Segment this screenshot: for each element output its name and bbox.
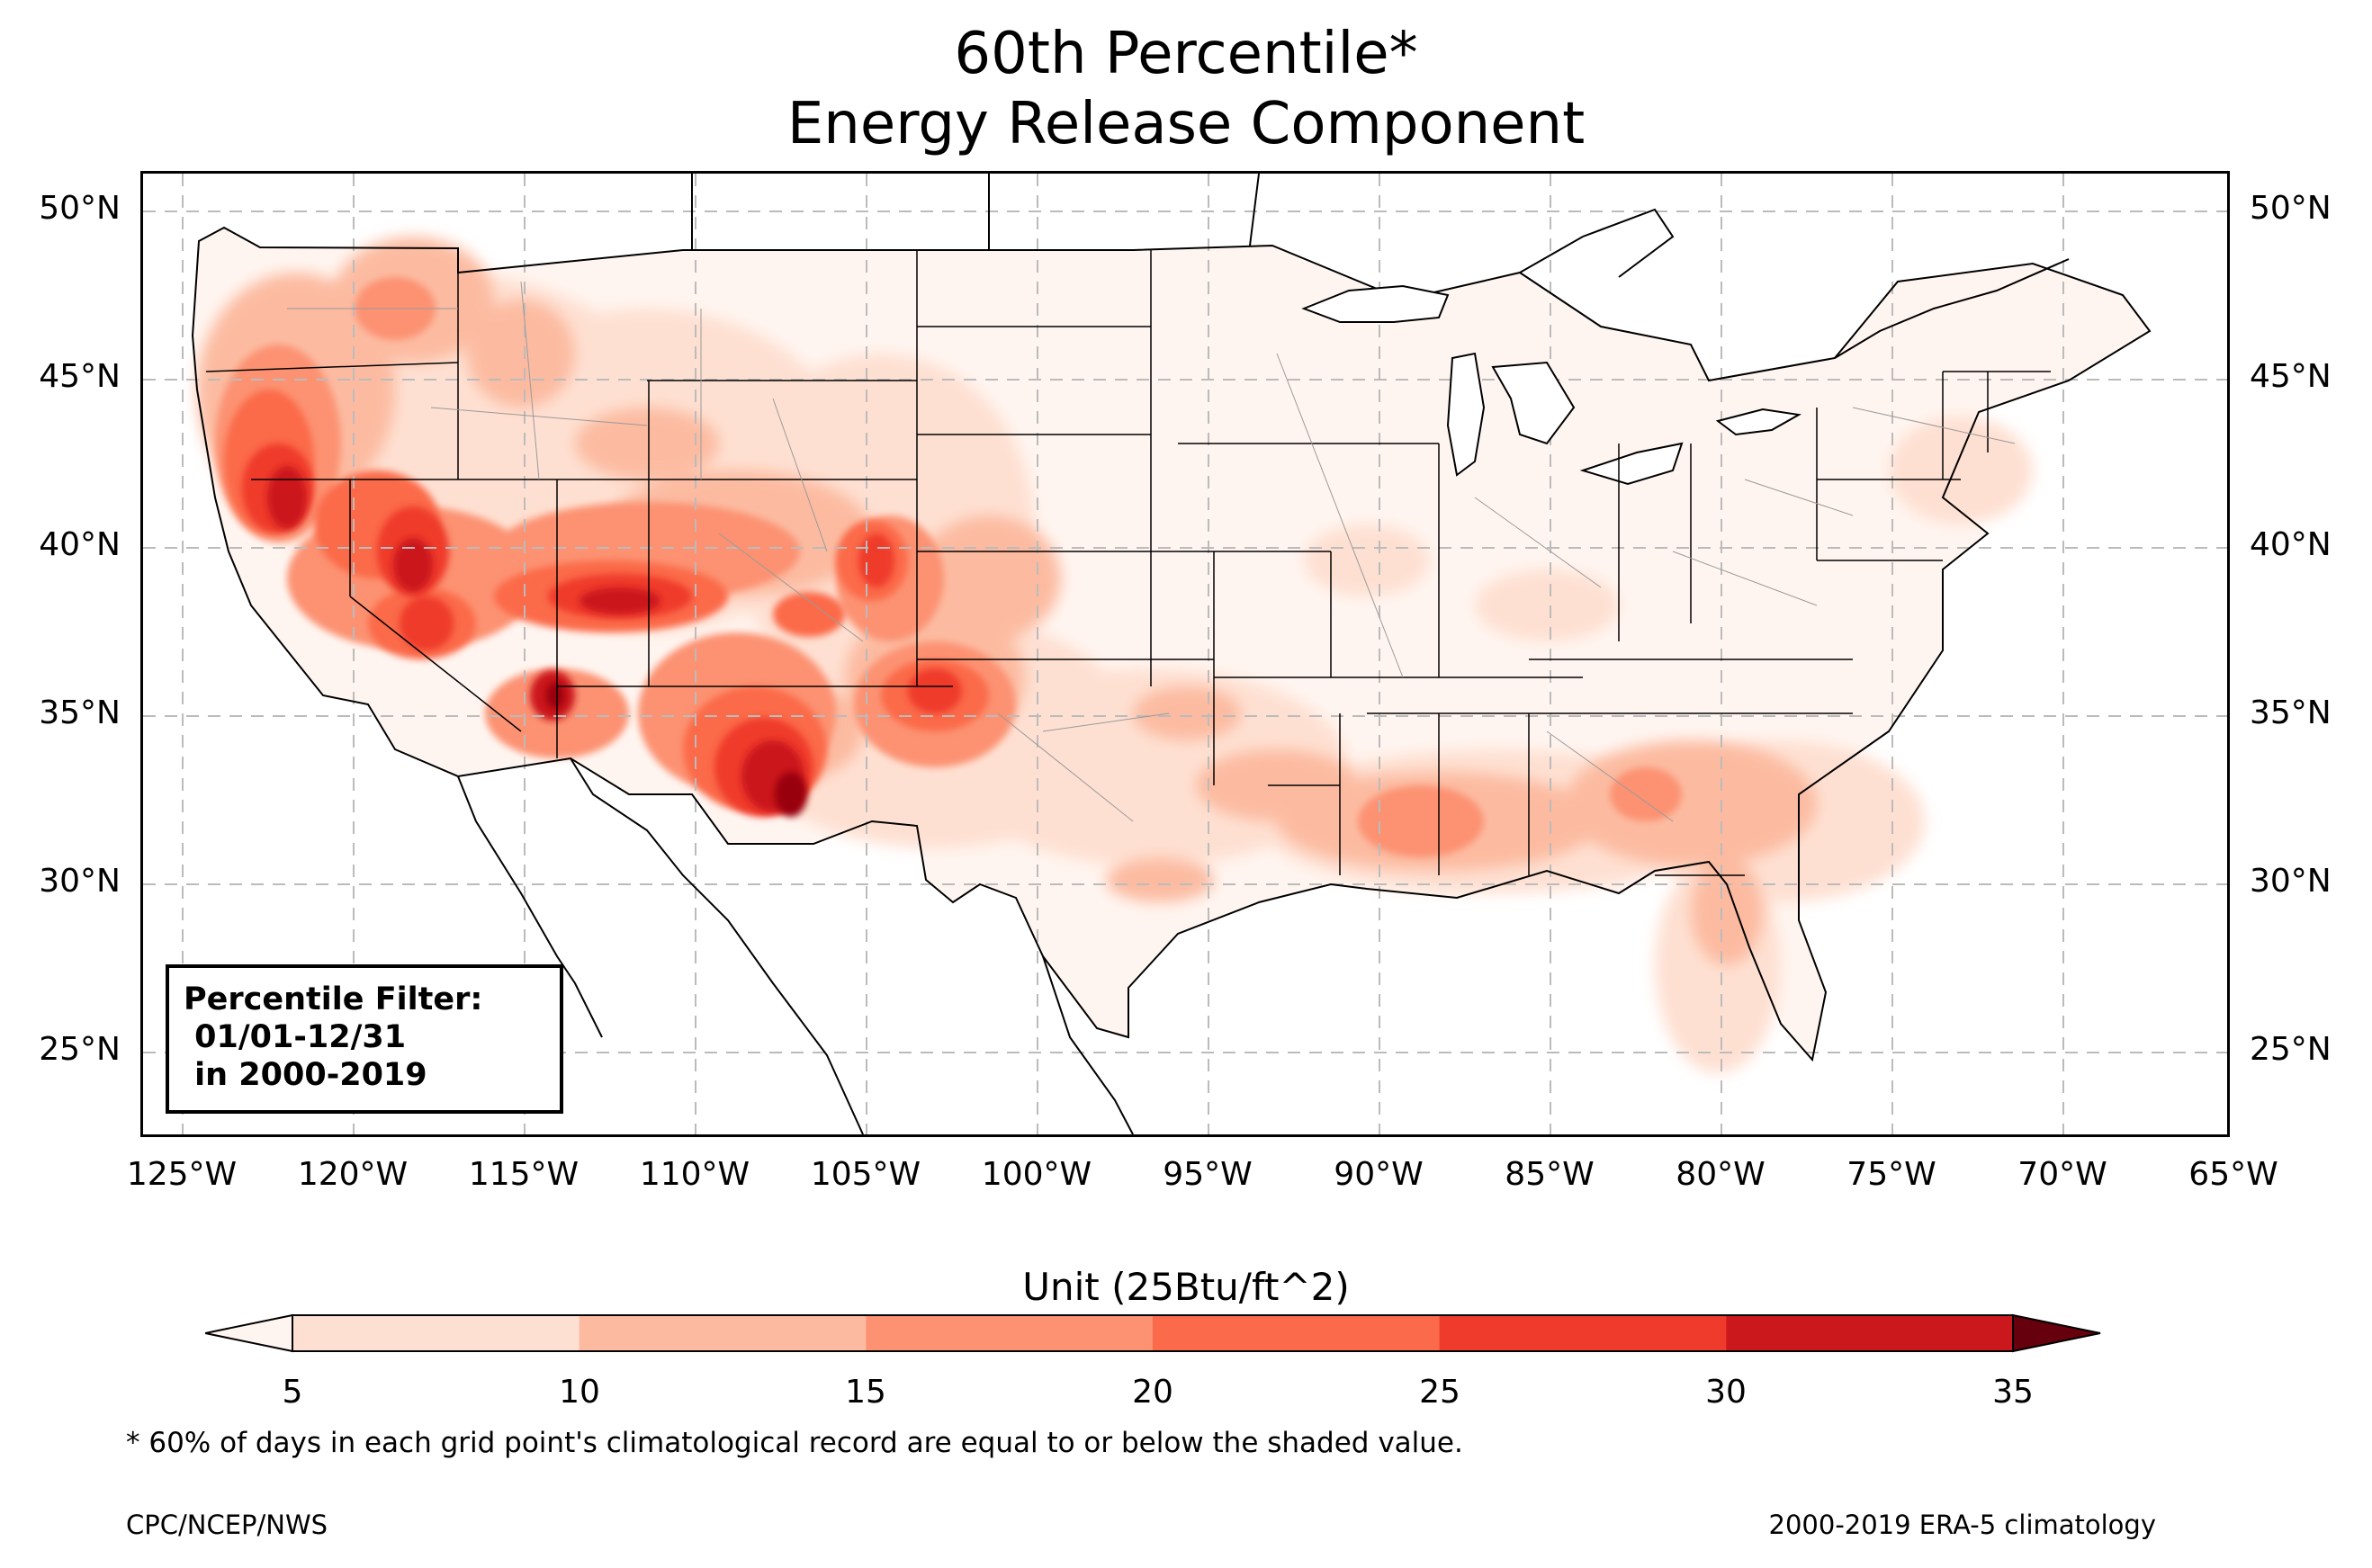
lon-tick-65: 65°W [2188, 1156, 2278, 1193]
lat-tick-45-left: 45°N [39, 358, 121, 395]
lon-tick-125: 125°W [126, 1156, 238, 1193]
lon-tick-100: 100°W [981, 1156, 1092, 1193]
lon-tick-95: 95°W [1163, 1156, 1253, 1193]
colorbar [205, 1313, 2101, 1353]
colorbar-segment-4 [1439, 1315, 1727, 1351]
colorbar-tick-20: 20 [1132, 1374, 1173, 1411]
colorbar-under-arrow [205, 1313, 293, 1353]
colorbar-label: Unit (25Btu/ft^2) [1022, 1265, 1350, 1309]
lat-tick-35-right: 35°N [2250, 694, 2332, 731]
lon-tick-120: 120°W [297, 1156, 409, 1193]
colorbar-segment-0 [292, 1315, 580, 1351]
colorbar-segment-1 [579, 1315, 867, 1351]
percentile-filter-box: Percentile Filter: 01/01-12/31 in 2000-2… [166, 964, 563, 1114]
lat-tick-40-right: 40°N [2250, 526, 2332, 563]
credit-left: CPC/NCEP/NWS [126, 1510, 328, 1540]
colorbar-tick-30: 30 [1705, 1374, 1747, 1411]
lon-tick-115: 115°W [468, 1156, 580, 1193]
lon-tick-80: 80°W [1676, 1156, 1766, 1193]
lon-tick-70: 70°W [2017, 1156, 2107, 1193]
colorbar-segment-2 [866, 1315, 1154, 1351]
colorbar-segment-3 [1153, 1315, 1441, 1351]
coastlines [191, 174, 2152, 1134]
lat-tick-25-right: 25°N [2250, 1031, 2332, 1068]
colorbar-over-arrow [2012, 1313, 2101, 1353]
shading-level-over-35 [546, 682, 807, 817]
lon-tick-75: 75°W [1846, 1156, 1936, 1193]
map-title-line1: 60th Percentile* [954, 21, 1418, 87]
lat-tick-50-left: 50°N [39, 190, 121, 227]
county-lines [287, 281, 2016, 822]
lon-tick-85: 85°W [1505, 1156, 1595, 1193]
lon-tick-110: 110°W [639, 1156, 750, 1193]
lat-tick-25-left: 25°N [39, 1031, 121, 1068]
colorbar-tick-35: 35 [1992, 1374, 2034, 1411]
lon-tick-90: 90°W [1334, 1156, 1424, 1193]
lon-tick-105: 105°W [810, 1156, 921, 1193]
lat-tick-35-left: 35°N [39, 694, 121, 731]
map-title-line2: Energy Release Component [786, 91, 1586, 157]
lat-tick-45-right: 45°N [2250, 358, 2332, 395]
colorbar-tick-5: 5 [282, 1374, 303, 1411]
colorbar-tick-10: 10 [559, 1374, 600, 1411]
lat-tick-40-left: 40°N [39, 526, 121, 563]
lat-tick-50-right: 50°N [2250, 190, 2332, 227]
shading-level-30-35 [267, 466, 804, 812]
colorbar-tick-25: 25 [1419, 1374, 1460, 1411]
credit-right: 2000-2019 ERA-5 climatology [1768, 1510, 2156, 1540]
colorbar-segment-5 [1726, 1315, 2014, 1351]
colorbar-tick-15: 15 [845, 1374, 886, 1411]
footnote: * 60% of days in each grid point's clima… [126, 1427, 1463, 1459]
state-borders [205, 250, 2051, 876]
lat-tick-30-left: 30°N [39, 863, 121, 900]
great-lakes [1301, 284, 1802, 486]
lat-tick-30-right: 30°N [2250, 863, 2332, 900]
